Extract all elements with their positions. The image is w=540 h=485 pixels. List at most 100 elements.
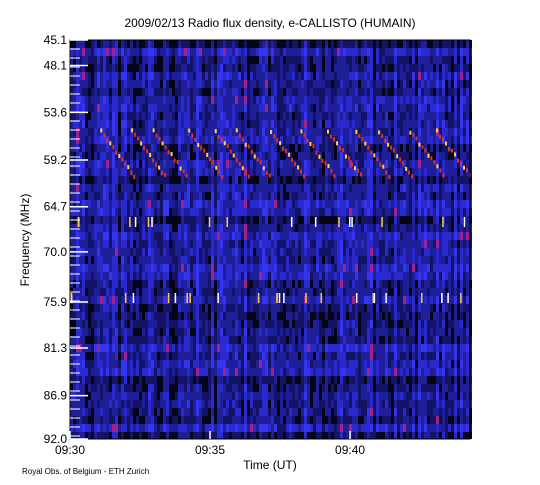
spectrogram-cell (205, 72, 208, 80)
spectrogram-cell (304, 360, 307, 368)
spectrogram-cell (172, 296, 175, 304)
spectrogram-cell (364, 64, 367, 72)
spectrogram-cell (232, 184, 235, 192)
spectrogram-cell (148, 232, 151, 240)
spectrogram-cell (268, 64, 271, 72)
spectrogram-cell (280, 208, 283, 216)
spectrogram-cell (127, 200, 130, 208)
spectrogram-cell (199, 280, 202, 288)
spectrogram-cell (289, 184, 292, 192)
spectrogram-cell (280, 416, 283, 424)
spectrogram-cell (166, 352, 169, 360)
spectrogram-cell (175, 72, 178, 80)
spectrogram-cell (334, 384, 337, 392)
spectrogram-cell (250, 88, 253, 96)
spectrogram-cell (169, 224, 172, 232)
spectrogram-cell (367, 48, 370, 56)
spectrogram-cell (259, 72, 262, 80)
spectrogram-cell (79, 240, 82, 248)
spectrogram-cell (163, 64, 166, 72)
spectrogram-cell (124, 120, 127, 128)
spectrogram-cell (163, 192, 166, 200)
spectrogram-cell (313, 272, 316, 280)
spectrogram-cell (268, 128, 271, 136)
spectrogram-cell (316, 344, 319, 352)
spectrogram-cell (103, 152, 106, 160)
spectrogram-cell (262, 160, 265, 168)
spectrogram-cell (310, 184, 313, 192)
spectrogram-cell (196, 296, 199, 304)
spectrogram-cell (256, 432, 259, 439)
spectrogram-cell (247, 384, 250, 392)
spectrogram-cell (256, 392, 259, 400)
spectrogram-cell (124, 416, 127, 424)
spectrogram-cell (241, 288, 244, 296)
spectrogram-cell (79, 192, 82, 200)
spectrogram-cell (337, 368, 340, 376)
spectrogram-cell (178, 128, 181, 136)
spectrogram-cell (175, 80, 178, 88)
spectrogram-cell (322, 184, 325, 192)
spectrogram-cell (76, 376, 79, 384)
spectrogram-cell (250, 128, 253, 136)
spectrogram-cell (196, 160, 199, 168)
spectrogram-cell (283, 352, 286, 360)
spectrogram-cell (139, 176, 142, 184)
spectrogram-cell (331, 280, 334, 288)
spectrogram-cell (178, 224, 181, 232)
spectrogram-cell (220, 48, 223, 56)
spectrogram-cell (166, 136, 169, 144)
spectrogram-cell (211, 104, 214, 112)
spectrogram-cell (319, 200, 322, 208)
spectrogram-cell (238, 344, 241, 352)
spectrogram-cell (100, 328, 103, 336)
spectrogram-cell (127, 304, 130, 312)
spectrogram-cell (130, 200, 133, 208)
spectrogram-cell (184, 152, 187, 160)
spectrogram-cell (313, 224, 316, 232)
spectrogram-cell (154, 280, 157, 288)
spectrogram-cell (109, 384, 112, 392)
spectrogram-cell (298, 248, 301, 256)
spectrogram-cell (199, 232, 202, 240)
spectrogram-cell (142, 208, 145, 216)
spectrogram-cell (175, 192, 178, 200)
spectrogram-cell (235, 56, 238, 64)
spectrogram-cell (85, 56, 88, 64)
spectrogram-cell (310, 232, 313, 240)
spectrogram-cell (172, 128, 175, 136)
spectrogram-cell (133, 48, 136, 56)
spectrogram-cell (226, 328, 229, 336)
spectrogram-cell (211, 336, 214, 344)
spectrogram-cell (364, 176, 367, 184)
spectrogram-cell (265, 120, 268, 128)
spectrogram-cell (256, 320, 259, 328)
spectrogram-cell (148, 200, 151, 208)
spectrogram-cell (217, 128, 220, 136)
spectrogram-cell (322, 344, 325, 352)
spectrogram-cell (262, 376, 265, 384)
spectrogram-cell (145, 184, 148, 192)
spectrogram-cell (361, 312, 364, 320)
spectrogram-cell (169, 136, 172, 144)
spectrogram-cell (199, 288, 202, 296)
spectrogram-cell (148, 184, 151, 192)
spectrogram-cell (118, 144, 121, 152)
spectrogram-cell (145, 232, 148, 240)
spectrogram-cell (301, 184, 304, 192)
spectrogram-cell (124, 400, 127, 408)
spectrogram-cell (130, 264, 133, 272)
spectrogram-cell (352, 96, 355, 104)
spectrogram-cell (304, 144, 307, 152)
spectrogram-cell (229, 168, 232, 176)
spectrogram-cell (220, 80, 223, 88)
spectrogram-cell (235, 168, 238, 176)
spectrogram-cell (313, 80, 316, 88)
spectrogram-cell (313, 72, 316, 80)
spectrogram-cell (361, 304, 364, 312)
spectrogram-cell (124, 176, 127, 184)
spectrogram-cell (73, 104, 76, 112)
spectrogram-cell (316, 96, 319, 104)
spectrogram-cell (238, 272, 241, 280)
spectrogram-cell (334, 432, 337, 439)
